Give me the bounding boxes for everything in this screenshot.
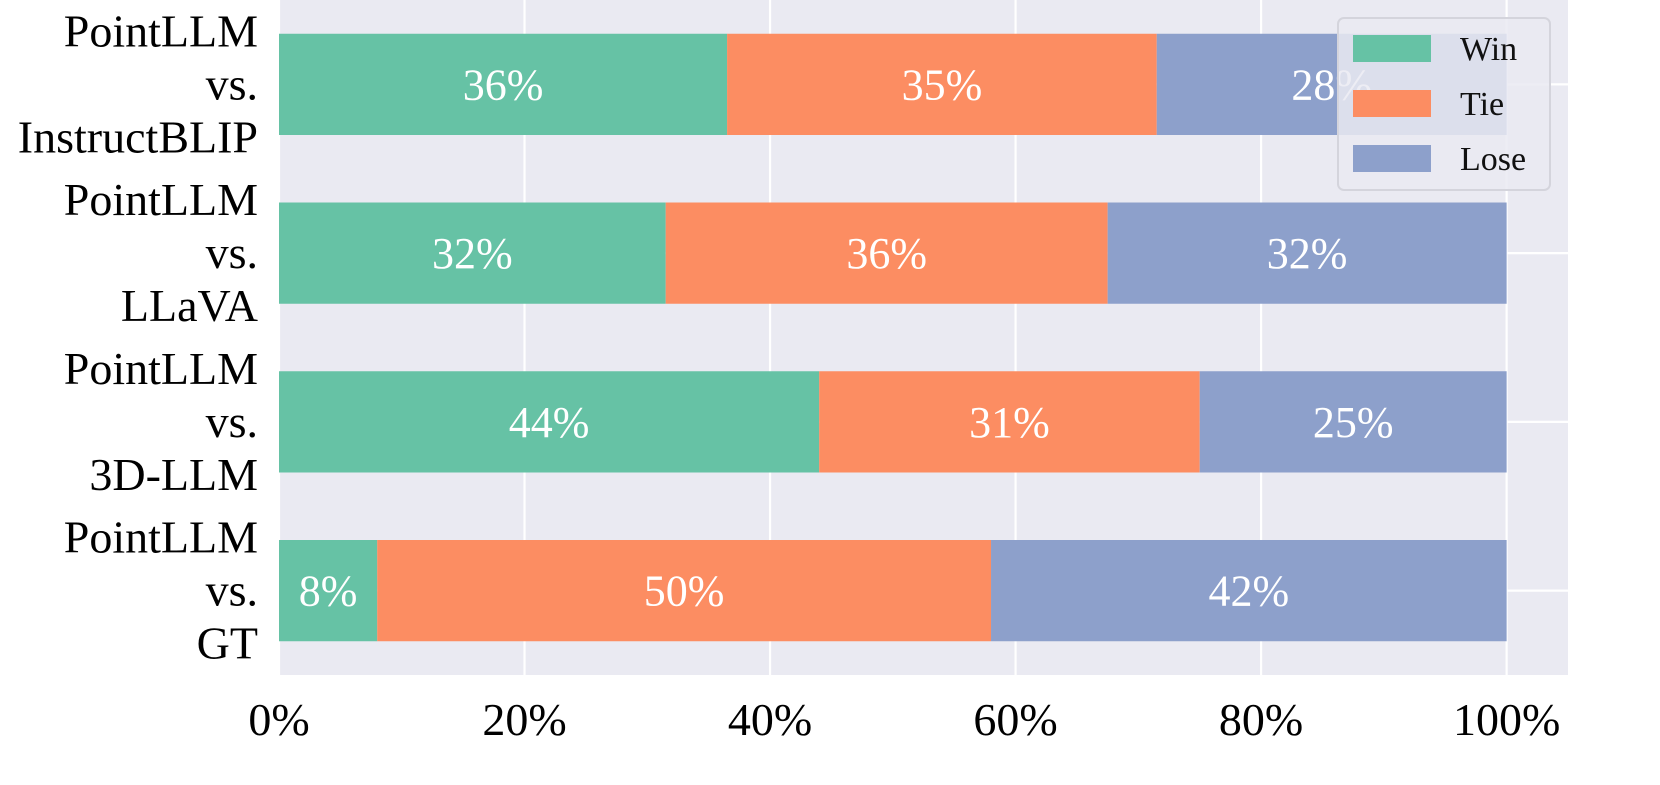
bar-tie (665, 202, 1108, 304)
data-label-win: 36% (463, 60, 544, 109)
bar-win (279, 371, 820, 473)
category-label: 3D-LLM (89, 449, 258, 500)
legend-label-win: Win (1460, 31, 1517, 68)
data-label-lose: 42% (1208, 567, 1289, 616)
bar-tie (377, 540, 992, 642)
bars (279, 33, 1507, 642)
x-axis-ticks: 0% 20% 40% 60% 80% 100% (248, 694, 1560, 745)
data-labels: 36% 35% 28%32% 36% 32%44% 31% 25%8% 50% 42% (299, 60, 1394, 615)
data-label-tie: 31% (969, 398, 1050, 447)
category-label: InstructBLIP (18, 111, 258, 162)
bar-lose (1199, 371, 1507, 473)
category-label: GT (197, 618, 258, 669)
legend-swatch-win (1353, 35, 1431, 62)
data-label-win: 32% (432, 229, 513, 278)
bar-win (279, 33, 728, 135)
category-label: vs. (206, 58, 258, 109)
data-label-tie: 50% (644, 567, 725, 616)
data-label-lose: 25% (1313, 398, 1394, 447)
legend: Win Tie Lose (1337, 17, 1551, 191)
legend-swatch-tie (1353, 90, 1431, 117)
data-label-tie: 36% (846, 229, 927, 278)
x-tick-label: 20% (482, 694, 566, 745)
data-label-win: 44% (509, 398, 590, 447)
category-label: vs. (206, 396, 258, 447)
bar-lose (991, 540, 1507, 642)
data-label-lose: 32% (1267, 229, 1348, 278)
category-label: PointLLM (64, 343, 258, 394)
legend-label-lose: Lose (1460, 141, 1526, 178)
y-axis-categories: PointLLMvs.InstructBLIPPointLLMvs.LLaVAP… (18, 5, 258, 668)
category-label: PointLLM (64, 174, 258, 225)
x-tick-label: 60% (973, 694, 1057, 745)
bar-tie (727, 33, 1157, 135)
bar-win (279, 202, 666, 304)
data-label-win: 8% (299, 567, 358, 616)
category-label: vs. (206, 227, 258, 278)
data-label-tie: 35% (902, 60, 983, 109)
x-tick-label: 100% (1453, 694, 1560, 745)
category-label: PointLLM (64, 5, 258, 56)
category-label: LLaVA (121, 280, 258, 331)
legend-label-tie: Tie (1460, 86, 1504, 123)
bar-lose (1107, 202, 1507, 304)
x-tick-label: 80% (1219, 694, 1303, 745)
category-label: PointLLM (64, 512, 258, 563)
category-label: vs. (206, 565, 258, 616)
legend-swatch-lose (1353, 145, 1431, 172)
bar-win (279, 540, 378, 642)
bar-tie (819, 371, 1200, 473)
x-tick-label: 40% (728, 694, 812, 745)
x-tick-label: 0% (248, 694, 309, 745)
